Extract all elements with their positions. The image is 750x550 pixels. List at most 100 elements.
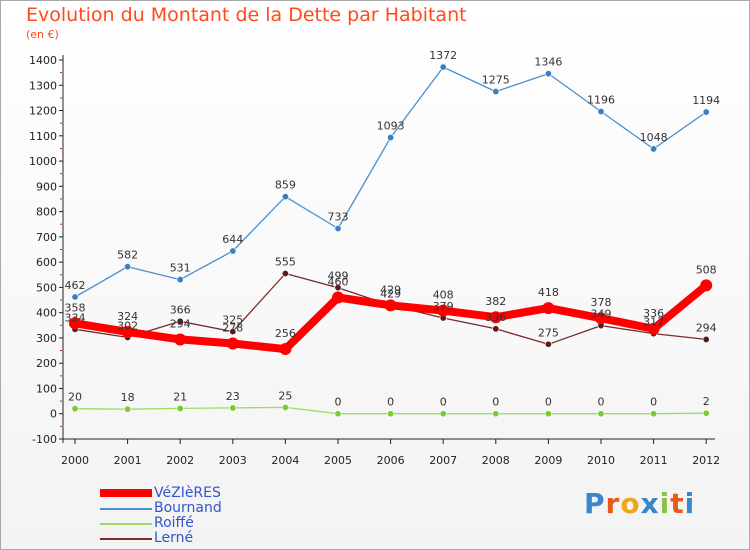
logo-letter: t: [670, 487, 685, 520]
data-point-bournand: [176, 276, 184, 284]
data-label-roiffe: 23: [226, 390, 240, 403]
data-point-roiffe: [176, 404, 184, 412]
chart-title: Evolution du Montant de la Dette par Hab…: [26, 4, 467, 26]
data-label-bournand: 1346: [534, 56, 562, 69]
data-point-vezieres: [437, 304, 450, 317]
legend-label-bournand: Bournand: [154, 500, 222, 516]
legend-label-roiffe: Roiffé: [154, 515, 194, 531]
data-label-roiffe: 0: [387, 396, 394, 409]
x-tick-label: 2006: [377, 454, 405, 467]
data-label-lerne: 325: [222, 314, 243, 327]
data-label-vezieres: 378: [591, 296, 612, 309]
y-tick-label: 100: [36, 382, 57, 395]
legend-label-lerne: Lerné: [154, 530, 194, 546]
data-label-vezieres: 460: [328, 276, 349, 289]
data-point-vezieres: [332, 291, 344, 304]
data-label-lerne: 379: [433, 300, 454, 313]
x-tick-label: 2008: [482, 454, 510, 467]
data-point-vezieres: [489, 311, 502, 324]
x-tick-label: 2002: [166, 454, 194, 467]
x-tick-label: 2003: [219, 454, 247, 467]
data-point-roiffe: [71, 405, 79, 413]
data-label-roiffe: 21: [173, 390, 187, 403]
data-point-roiffe: [702, 409, 710, 417]
x-tick-label: 2012: [692, 454, 720, 467]
y-tick-label: -100: [32, 433, 57, 446]
data-point-roiffe: [544, 410, 552, 418]
x-tick-label: 2001: [114, 454, 142, 467]
data-label-vezieres: 294: [170, 317, 191, 330]
data-label-vezieres: 336: [643, 307, 664, 320]
data-label-bournand: 531: [170, 262, 191, 275]
data-point-vezieres: [542, 302, 555, 315]
data-point-bournand: [229, 247, 237, 255]
axes: -100010020030040050060070080090010001100…: [29, 54, 720, 467]
logo-letter: i: [659, 487, 671, 520]
proxiti-logo: Proxiti: [584, 487, 695, 520]
y-tick-label: 1300: [29, 79, 57, 92]
data-label-bournand: 733: [328, 211, 349, 224]
data-labels: 334 302 366 325 555 499 429 379 336 275 349 317 294 2…: [65, 49, 721, 409]
data-point-lerne: [229, 328, 237, 336]
legend-item-lerne[interactable]: Lerné: [100, 530, 300, 546]
data-point-roiffe: [229, 404, 237, 412]
legend-swatch-lerne: [100, 538, 152, 540]
data-point-bournand: [702, 108, 710, 116]
data-label-vezieres: 278: [222, 321, 243, 334]
data-label-lerne: 499: [328, 270, 349, 283]
data-label-roiffe: 18: [121, 391, 135, 404]
data-label-bournand: 644: [222, 233, 243, 246]
data-point-bournand: [597, 108, 605, 116]
data-label-vezieres: 408: [433, 289, 454, 302]
legend-swatch-vezieres: [100, 489, 152, 497]
data-point-vezieres: [647, 322, 660, 335]
y-tick-label: 800: [36, 206, 57, 219]
data-label-roiffe: 0: [545, 396, 552, 409]
data-point-bournand: [439, 63, 447, 71]
y-tick-label: 0: [50, 408, 57, 421]
y-tick-label: 500: [36, 281, 57, 294]
legend-item-bournand[interactable]: Bournand: [100, 500, 300, 516]
data-label-vezieres: 324: [117, 310, 138, 323]
data-label-vezieres: 508: [696, 263, 717, 276]
legend-item-roiffe[interactable]: Roiffé: [100, 515, 300, 531]
data-point-lerne: [281, 270, 289, 278]
data-label-bournand: 859: [275, 179, 296, 192]
legend: VéZIèRES Bournand Roiffé Lerné: [100, 485, 300, 546]
data-point-lerne: [544, 340, 552, 348]
logo-letter: r: [605, 487, 621, 520]
data-point-lerne: [702, 335, 710, 343]
logo-letter: P: [584, 487, 606, 520]
data-point-vezieres: [384, 299, 397, 312]
data-label-roiffe: 0: [598, 396, 605, 409]
data-label-lerne: 366: [170, 303, 191, 316]
data-label-lerne: 429: [380, 287, 401, 300]
data-label-bournand: 1194: [692, 94, 720, 107]
data-point-roiffe: [387, 410, 395, 418]
data-label-roiffe: 0: [440, 396, 447, 409]
data-label-bournand: 1093: [377, 120, 405, 133]
data-point-vezieres: [700, 279, 713, 292]
x-tick-label: 2011: [640, 454, 668, 467]
data-label-lerne: 336: [485, 311, 506, 324]
data-point-vezieres: [69, 317, 81, 330]
data-point-bournand: [492, 88, 500, 96]
data-point-lerne: [334, 284, 342, 292]
data-label-vezieres: 429: [380, 283, 401, 296]
data-label-bournand: 462: [65, 279, 86, 292]
data-label-bournand: 1196: [587, 94, 615, 107]
y-tick-label: 900: [36, 180, 57, 193]
legend-item-vezieres[interactable]: VéZIèRES: [100, 485, 300, 501]
data-point-bournand: [124, 263, 132, 271]
x-tick-label: 2000: [61, 454, 89, 467]
data-label-bournand: 582: [117, 249, 138, 262]
data-point-roiffe: [492, 410, 500, 418]
data-label-vezieres: 382: [485, 295, 506, 308]
data-label-lerne: 302: [117, 319, 138, 332]
data-point-roiffe: [334, 410, 342, 418]
data-point-vezieres: [174, 333, 187, 346]
data-point-roiffe: [439, 410, 447, 418]
data-point-bournand: [281, 193, 289, 201]
